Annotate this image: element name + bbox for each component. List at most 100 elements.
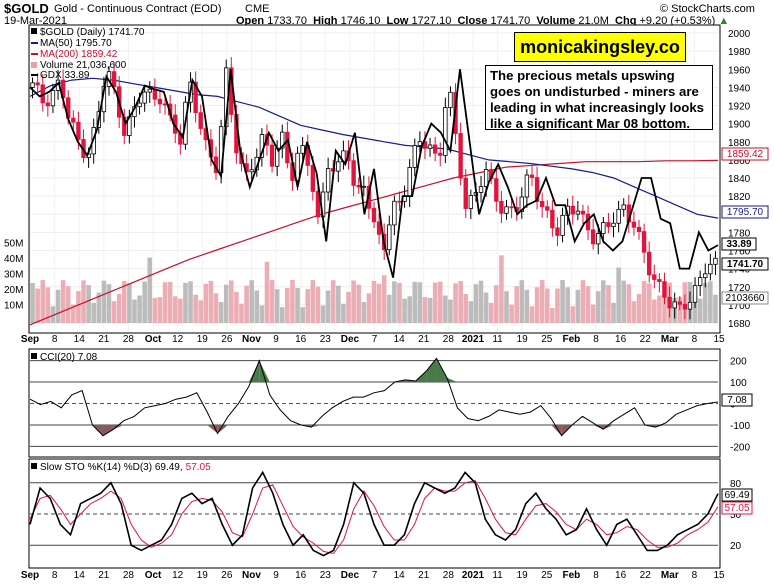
volume-bar <box>106 284 112 323</box>
volume-bar <box>657 295 662 323</box>
candle-body <box>249 169 254 173</box>
x-tick-label: 25 <box>541 334 553 345</box>
candle-body <box>478 186 484 193</box>
ohlc-row: Open 1733.70 High 1746.10 Low 1727.10 Cl… <box>236 15 729 27</box>
cci-series: -200-1000100200 <box>29 357 750 453</box>
x-tick-label: 8 <box>692 570 698 581</box>
sto-legend: Slow STO %K(14) %D(3) 69.49, 57.05 69.49 … <box>31 462 753 515</box>
volume-bar <box>509 304 514 323</box>
open-value: 1733.70 <box>267 15 307 27</box>
candle-body <box>285 131 290 164</box>
volume-bar <box>147 257 153 323</box>
volume-legend-swatch <box>31 62 37 68</box>
sto-k-line <box>29 470 719 557</box>
candle-body <box>310 165 316 192</box>
volume-bar <box>356 284 362 323</box>
chart-symbol: $GOLD <box>4 1 49 16</box>
candle-body <box>708 263 713 275</box>
price-tick-label: 1980 <box>728 47 751 58</box>
candle-body <box>524 174 530 198</box>
candle-body <box>580 210 586 215</box>
volume-bar <box>320 305 326 323</box>
candle-body <box>463 177 468 209</box>
candle-body <box>590 229 596 245</box>
candle-body <box>137 102 142 108</box>
x-tick-label: Oct <box>145 334 162 345</box>
sto-tick-label: 20 <box>730 541 742 552</box>
cci-tick-label: -200 <box>730 442 750 453</box>
candle-body <box>641 231 647 253</box>
x-tick-label: Sep <box>21 334 39 345</box>
cci-fill-negative <box>113 424 124 430</box>
x-tick-label: 25 <box>541 570 553 581</box>
x-tick-label: 8 <box>692 334 698 345</box>
candle-body <box>494 178 499 202</box>
candle-body <box>392 200 397 226</box>
volume-bar <box>448 299 453 323</box>
candle-body <box>76 121 81 140</box>
volume-bar <box>254 290 260 323</box>
cci-legend-label: CCI(20) 7.08 <box>40 352 98 363</box>
x-tick-label: 22 <box>640 334 652 345</box>
volume-bar <box>544 288 550 323</box>
volume-bar <box>534 287 540 323</box>
volume-bar <box>519 280 525 323</box>
volume-bar <box>494 285 499 323</box>
chart-credit[interactable]: © StockCharts.com <box>660 3 755 15</box>
x-tick-label: 16 <box>615 570 627 581</box>
candle-body <box>575 210 581 215</box>
volume-bar <box>636 293 642 323</box>
volume-bar <box>443 295 448 323</box>
candle-body <box>361 185 366 188</box>
volume-bar <box>86 285 91 323</box>
volume-bar <box>91 302 96 323</box>
price-tick-label: 1760 <box>728 247 751 258</box>
volume-bar <box>346 291 351 323</box>
volume-bar <box>341 303 346 323</box>
volume-bar <box>713 294 718 323</box>
cci-badge: 7.08 <box>727 395 747 406</box>
x-tick-label: 16 <box>615 334 627 345</box>
candle-body <box>295 152 300 181</box>
x-tick-label: 7 <box>372 334 378 345</box>
high-label: High <box>313 15 338 27</box>
candle-body <box>672 301 677 309</box>
volume-bar <box>315 286 321 323</box>
up-arrow-icon: ▲ <box>718 15 730 27</box>
candlestick-series <box>30 57 718 320</box>
volume-bar <box>249 280 254 323</box>
x-tick-label: 16 <box>295 334 307 345</box>
cci-fill-positive <box>426 358 437 383</box>
candle-body <box>198 112 203 129</box>
x-tick-label: 21 <box>98 570 110 581</box>
x-tick-label: 23 <box>320 334 332 345</box>
candle-body <box>529 174 535 178</box>
volume-bar <box>310 280 316 323</box>
candle-body <box>376 221 382 235</box>
candle-body <box>412 145 417 168</box>
volume-bar <box>611 302 616 323</box>
x-tick-label: Feb <box>562 334 580 345</box>
volume-bar <box>575 289 581 323</box>
x-tick-label: Mar <box>661 570 679 581</box>
volume-bar <box>529 306 535 323</box>
volume-bar <box>407 296 412 323</box>
volume-bar <box>488 302 494 323</box>
candle-body <box>142 91 147 104</box>
candle-body <box>519 196 524 212</box>
volume-bar <box>550 307 555 323</box>
x-tick-label: 12 <box>172 334 184 345</box>
volume-bar <box>570 306 576 323</box>
price-tick-label: 1820 <box>728 192 751 203</box>
volume-bar <box>71 304 76 323</box>
sto-tick-label: 80 <box>730 479 742 490</box>
volume-bar <box>427 297 433 323</box>
volume-bar <box>213 293 219 323</box>
annotation-comment: The precious metals upswing goes on undi… <box>485 65 713 131</box>
cci-legend: CCI(20) 7.08 7.08 <box>31 352 753 407</box>
volume-bar <box>555 288 560 323</box>
volume-bar <box>361 302 367 323</box>
candle-body <box>504 206 509 214</box>
volume-bar <box>203 283 209 323</box>
candle-body <box>336 161 341 172</box>
